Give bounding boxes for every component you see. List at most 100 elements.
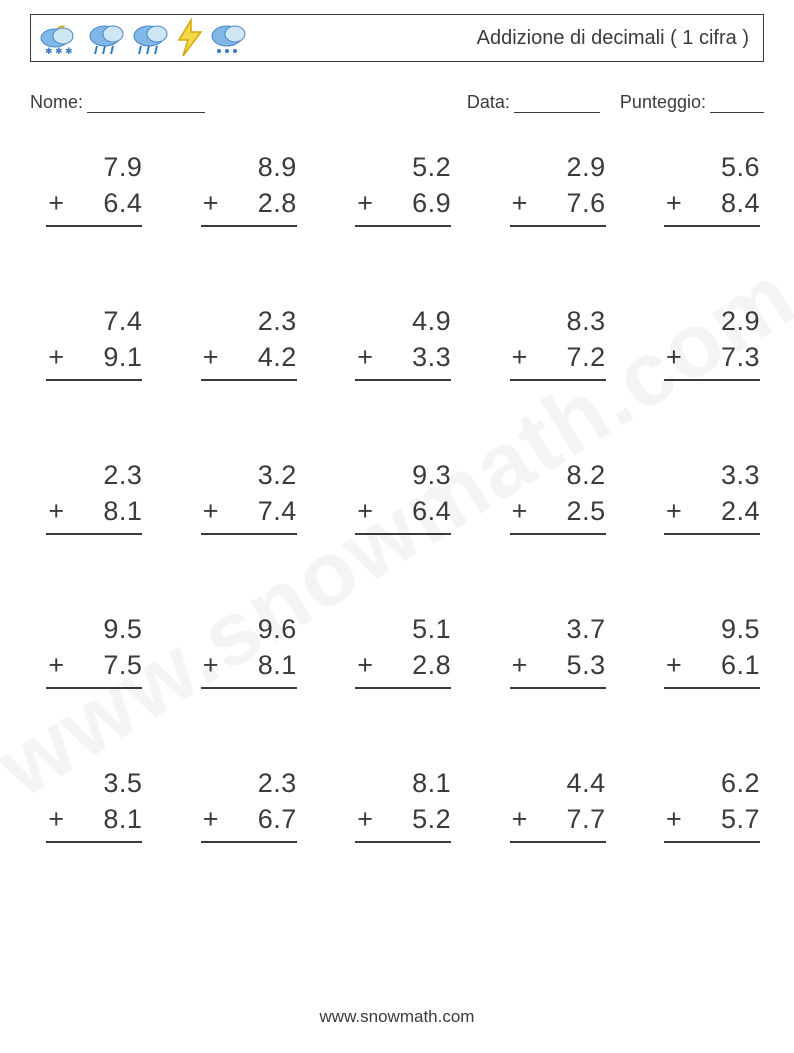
operator: +	[203, 339, 219, 375]
name-blank[interactable]	[87, 94, 205, 113]
cloud-rain-icon	[85, 18, 129, 58]
problems-grid: 7.9+6.48.9+2.85.2+6.92.9+7.65.6+8.47.4+9…	[30, 149, 764, 843]
addend-bottom: +7.6	[510, 185, 606, 227]
operator: +	[666, 801, 682, 837]
addition-problem: 8.9+2.8	[201, 149, 297, 227]
cloud-rain-icon-2	[129, 18, 173, 58]
addend-top: 6.2	[721, 765, 760, 801]
addend-value: 6.7	[258, 804, 297, 834]
addition-problem: 3.7+5.3	[510, 611, 606, 689]
addend-top: 9.3	[412, 457, 451, 493]
header-box: ✱ ✱ ✱	[30, 14, 764, 62]
addend-top: 3.7	[567, 611, 606, 647]
addend-bottom: +5.7	[664, 801, 760, 843]
addend-top: 8.3	[567, 303, 606, 339]
addend-top: 9.5	[721, 611, 760, 647]
addend-top: 3.5	[103, 765, 142, 801]
addition-problem: 8.1+5.2	[355, 765, 451, 843]
addition-problem: 5.1+2.8	[355, 611, 451, 689]
operator: +	[203, 493, 219, 529]
addend-value: 8.1	[258, 650, 297, 680]
addend-value: 2.5	[567, 496, 606, 526]
meta-name: Nome:	[30, 92, 205, 113]
addend-bottom: +7.5	[46, 647, 142, 689]
addend-value: 4.2	[258, 342, 297, 372]
addend-bottom: +6.9	[355, 185, 451, 227]
operator: +	[203, 647, 219, 683]
cloud-rain-icon-3	[207, 18, 251, 58]
addend-value: 6.1	[721, 650, 760, 680]
operator: +	[666, 185, 682, 221]
addend-bottom: +6.1	[664, 647, 760, 689]
addend-bottom: +7.4	[201, 493, 297, 535]
addend-value: 8.1	[103, 496, 142, 526]
operator: +	[512, 185, 528, 221]
addition-problem: 4.9+3.3	[355, 303, 451, 381]
addend-bottom: +5.3	[510, 647, 606, 689]
operator: +	[357, 185, 373, 221]
addend-bottom: +8.1	[201, 647, 297, 689]
score-blank[interactable]	[710, 94, 764, 113]
addend-bottom: +7.2	[510, 339, 606, 381]
addend-value: 2.8	[412, 650, 451, 680]
operator: +	[512, 493, 528, 529]
addend-value: 8.4	[721, 188, 760, 218]
operator: +	[357, 339, 373, 375]
addend-value: 5.3	[567, 650, 606, 680]
addition-problem: 5.2+6.9	[355, 149, 451, 227]
operator: +	[48, 647, 64, 683]
addend-bottom: +9.1	[46, 339, 142, 381]
operator: +	[357, 801, 373, 837]
operator: +	[203, 801, 219, 837]
worksheet-page: ✱ ✱ ✱	[0, 0, 794, 1053]
operator: +	[666, 339, 682, 375]
addend-value: 5.7	[721, 804, 760, 834]
operator: +	[512, 339, 528, 375]
addend-bottom: +2.8	[201, 185, 297, 227]
addend-value: 2.4	[721, 496, 760, 526]
addend-top: 8.1	[412, 765, 451, 801]
addend-value: 7.6	[567, 188, 606, 218]
addend-bottom: +6.4	[46, 185, 142, 227]
operator: +	[48, 493, 64, 529]
addition-problem: 6.2+5.7	[664, 765, 760, 843]
operator: +	[48, 339, 64, 375]
addition-problem: 9.5+6.1	[664, 611, 760, 689]
name-label: Nome:	[30, 92, 83, 113]
operator: +	[666, 493, 682, 529]
addition-problem: 7.4+9.1	[46, 303, 142, 381]
date-blank[interactable]	[514, 94, 600, 113]
addend-top: 4.4	[567, 765, 606, 801]
addend-top: 3.3	[721, 457, 760, 493]
addend-top: 5.1	[412, 611, 451, 647]
addend-value: 7.3	[721, 342, 760, 372]
addend-bottom: +2.8	[355, 647, 451, 689]
addition-problem: 5.6+8.4	[664, 149, 760, 227]
addend-bottom: +8.1	[46, 493, 142, 535]
addend-value: 7.5	[103, 650, 142, 680]
addend-value: 3.3	[412, 342, 451, 372]
addition-problem: 9.3+6.4	[355, 457, 451, 535]
meta-row: Nome: Data: Punteggio:	[30, 92, 764, 113]
addend-bottom: +5.2	[355, 801, 451, 843]
addend-value: 6.4	[412, 496, 451, 526]
addition-problem: 2.3+6.7	[201, 765, 297, 843]
addend-top: 3.2	[258, 457, 297, 493]
addend-value: 8.1	[103, 804, 142, 834]
addend-top: 7.4	[103, 303, 142, 339]
addition-problem: 8.3+7.2	[510, 303, 606, 381]
addition-problem: 4.4+7.7	[510, 765, 606, 843]
svg-text:✱: ✱	[65, 46, 73, 56]
moon-cloud-snow-icon: ✱ ✱ ✱	[37, 18, 85, 58]
svg-text:✱: ✱	[45, 46, 53, 56]
operator: +	[203, 185, 219, 221]
addend-top: 2.9	[567, 149, 606, 185]
addition-problem: 2.9+7.3	[664, 303, 760, 381]
addend-bottom: +2.4	[664, 493, 760, 535]
addend-top: 2.3	[103, 457, 142, 493]
addend-top: 9.5	[103, 611, 142, 647]
addend-top: 7.9	[103, 149, 142, 185]
addend-value: 6.4	[103, 188, 142, 218]
operator: +	[357, 647, 373, 683]
addition-problem: 9.5+7.5	[46, 611, 142, 689]
